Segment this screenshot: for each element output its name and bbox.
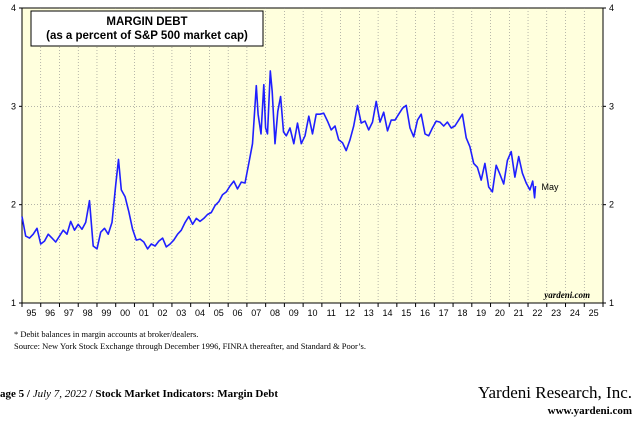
footnote-source: Source: New York Stock Exchange through … <box>14 341 366 351</box>
page-footer: age 5 / July 7, 2022 / Stock Market Indi… <box>0 388 279 400</box>
x-tick-label: 25 <box>589 308 599 318</box>
y-axis-left: 1 2 3 4 <box>11 3 22 308</box>
report-date: July 7, 2022 <box>32 388 87 400</box>
x-tick-label: 22 <box>532 308 542 318</box>
x-tick-label: 23 <box>551 308 561 318</box>
x-tick-label: 00 <box>120 308 130 318</box>
y-tick-label-left: 3 <box>11 101 16 111</box>
y-tick-label-right: 3 <box>609 101 614 111</box>
x-tick-label: 20 <box>495 308 505 318</box>
section-title: Stock Market Indicators: Margin Debt <box>95 388 279 400</box>
y-tick-label-right: 4 <box>609 3 614 13</box>
x-tick-label: 19 <box>476 308 486 318</box>
x-tick-label: 95 <box>26 308 36 318</box>
x-tick-label: 04 <box>195 308 205 318</box>
x-tick-label: 16 <box>420 308 430 318</box>
chart-subtitle: (as a percent of S&P 500 market cap) <box>46 30 248 42</box>
x-tick-label: 97 <box>64 308 74 318</box>
y-tick-label-right: 2 <box>609 200 614 210</box>
x-tick-label: 02 <box>158 308 168 318</box>
x-tick-label: 06 <box>233 308 243 318</box>
x-tick-label: 01 <box>139 308 149 318</box>
x-axis: 95 96 97 98 99 00 01 02 03 04 05 06 07 08 09 10 11 12 13 14… <box>21 303 604 318</box>
plot-area <box>21 7 604 304</box>
y-tick-label-left: 4 <box>11 3 16 13</box>
x-tick-label: 18 <box>457 308 467 318</box>
series-end-label: May <box>542 182 560 192</box>
x-tick-label: 07 <box>251 308 261 318</box>
series-line <box>21 70 537 250</box>
chart-title: MARGIN DEBT <box>106 16 187 28</box>
y-tick-label-left: 2 <box>11 200 16 210</box>
y-tick-label-left: 1 <box>11 298 16 308</box>
x-tick-label: 24 <box>570 308 580 318</box>
x-tick-label: 08 <box>270 308 280 318</box>
x-tick-label: 99 <box>101 308 111 318</box>
x-tick-label: 03 <box>176 308 186 318</box>
x-tick-label: 98 <box>83 308 93 318</box>
x-tick-label: 12 <box>345 308 355 318</box>
brand-url: www.yardeni.com <box>547 405 632 417</box>
brand-name: Yardeni Research, Inc. <box>477 383 632 402</box>
footnote-debit: * Debit balances in margin accounts at b… <box>14 329 199 339</box>
x-tick-label: 10 <box>307 308 317 318</box>
x-tick-label: 15 <box>401 308 411 318</box>
x-tick-label: 96 <box>45 308 55 318</box>
y-axis-right: 1 2 3 4 <box>603 3 614 308</box>
title-box <box>30 10 264 47</box>
watermark-label: yardeni.com <box>543 290 590 300</box>
x-tick-label: 21 <box>514 308 524 318</box>
page-number: age 5 <box>0 388 25 400</box>
y-tick-label-right: 1 <box>609 298 614 308</box>
x-tick-label: 13 <box>364 308 374 318</box>
x-tick-label: 14 <box>382 308 392 318</box>
x-tick-label: 11 <box>327 308 336 318</box>
x-tick-label: 05 <box>214 308 224 318</box>
x-tick-label: 17 <box>439 308 449 318</box>
x-tick-label: 09 <box>289 308 299 318</box>
